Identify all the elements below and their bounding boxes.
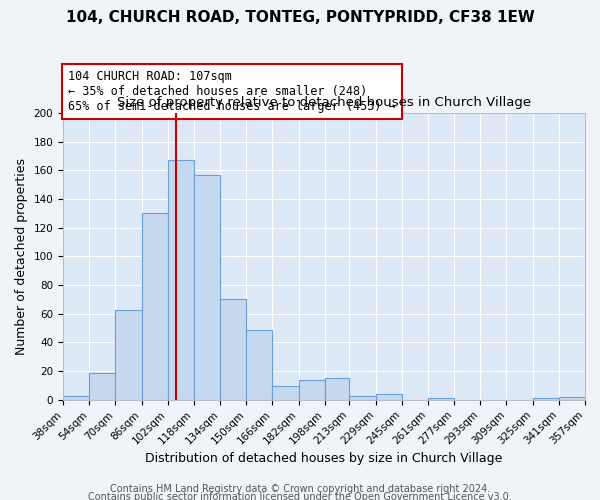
- Bar: [142, 214, 168, 400]
- Bar: [533, 398, 559, 400]
- Bar: [559, 397, 585, 400]
- Bar: [168, 160, 194, 400]
- Title: Size of property relative to detached houses in Church Village: Size of property relative to detached ho…: [117, 96, 531, 109]
- Bar: [220, 300, 246, 400]
- Text: Contains HM Land Registry data © Crown copyright and database right 2024.: Contains HM Land Registry data © Crown c…: [110, 484, 490, 494]
- Text: Contains public sector information licensed under the Open Government Licence v3: Contains public sector information licen…: [88, 492, 512, 500]
- Bar: [246, 330, 272, 400]
- Bar: [272, 386, 299, 400]
- Bar: [115, 310, 142, 400]
- Bar: [349, 396, 376, 400]
- Bar: [299, 380, 325, 400]
- Bar: [325, 378, 349, 400]
- X-axis label: Distribution of detached houses by size in Church Village: Distribution of detached houses by size …: [145, 452, 503, 465]
- Bar: [89, 372, 115, 400]
- Bar: [63, 396, 89, 400]
- Bar: [376, 394, 402, 400]
- Y-axis label: Number of detached properties: Number of detached properties: [15, 158, 28, 355]
- Text: 104, CHURCH ROAD, TONTEG, PONTYPRIDD, CF38 1EW: 104, CHURCH ROAD, TONTEG, PONTYPRIDD, CF…: [65, 10, 535, 25]
- Text: 104 CHURCH ROAD: 107sqm
← 35% of detached houses are smaller (248)
65% of semi-d: 104 CHURCH ROAD: 107sqm ← 35% of detache…: [68, 70, 396, 113]
- Bar: [428, 398, 454, 400]
- Bar: [194, 174, 220, 400]
